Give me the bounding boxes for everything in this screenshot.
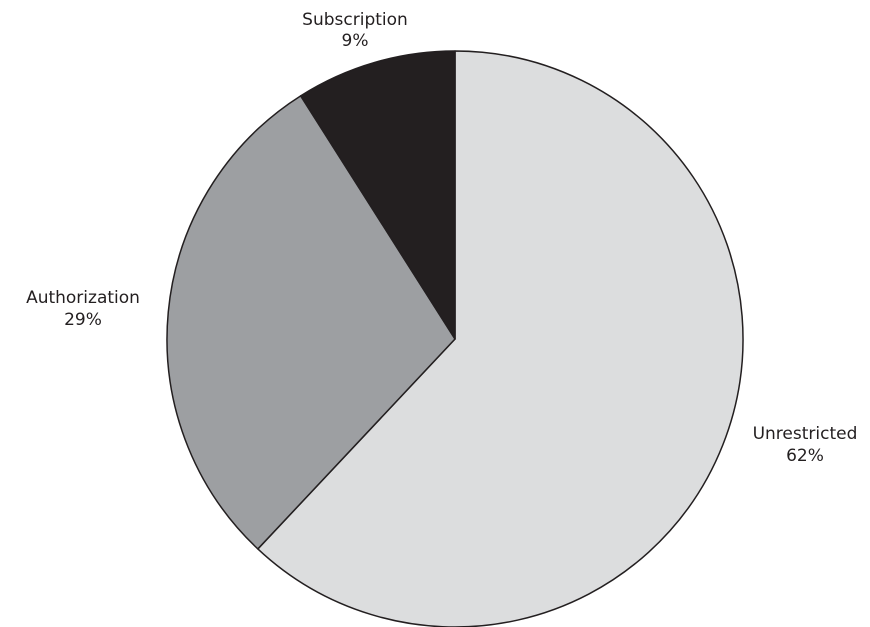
pie-slices bbox=[166, 50, 744, 627]
slice-value-unrestricted: 62% bbox=[786, 446, 824, 466]
slice-label-unrestricted: Unrestricted bbox=[753, 424, 858, 444]
slice-value-subscription: 9% bbox=[342, 31, 369, 51]
slice-value-authorization: 29% bbox=[64, 310, 102, 330]
slice-label-authorization: Authorization bbox=[26, 288, 140, 308]
pie-slice-unrestricted bbox=[257, 50, 744, 627]
pie-slice-subscription bbox=[299, 50, 456, 340]
pie-slice-authorization bbox=[166, 95, 456, 550]
slice-label-subscription: Subscription bbox=[302, 10, 408, 30]
pie-labels: Unrestricted 62% Authorization 29% Subsc… bbox=[26, 10, 857, 466]
